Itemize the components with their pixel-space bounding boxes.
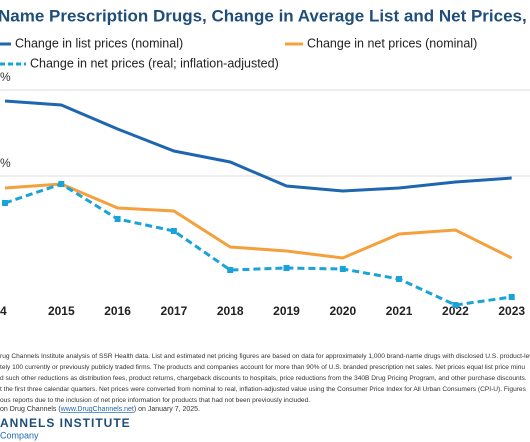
x-tick-label: 2015 xyxy=(48,304,75,318)
series-line xyxy=(4,99,512,193)
footnote-line: ous reports due to the inclusion of net … xyxy=(0,397,310,404)
x-tick-label: 2018 xyxy=(217,304,244,318)
legend-label: Change in net prices (nominal) xyxy=(307,36,477,50)
point-marker xyxy=(283,265,290,271)
footnote-line: tely 100 currently or previously publicl… xyxy=(0,364,525,371)
point-marker xyxy=(170,228,177,234)
x-tick-label: 2019 xyxy=(273,304,300,318)
x-tick-label: 2017 xyxy=(161,304,188,318)
source-prefix: on Drug Channels ( xyxy=(0,406,61,413)
x-tick-label: 2016 xyxy=(104,304,131,318)
legend-label: Change in net prices (real; inflation-ad… xyxy=(30,56,279,70)
source-link[interactable]: www.DrugChannels.net xyxy=(60,406,134,413)
series-line xyxy=(4,182,513,260)
footnote-line: d such other reductions as distribution … xyxy=(0,375,527,382)
point-marker xyxy=(452,302,459,308)
footnote-line: t the first three calendar quarters. Net… xyxy=(0,386,527,393)
point-marker xyxy=(339,266,346,272)
y-tick-label: % xyxy=(0,70,11,84)
x-tick-label: 2023 xyxy=(498,304,525,318)
logo-company: Company xyxy=(0,430,39,440)
point-marker xyxy=(2,200,8,206)
chart-title: Name Prescription Drugs, Change in Avera… xyxy=(0,6,530,25)
logo-name: ANNELS INSTITUTE xyxy=(0,416,131,430)
footnote-line: rug Channels Institute analysis of SSR H… xyxy=(0,353,530,360)
point-marker xyxy=(508,294,515,300)
y-tick-label: % xyxy=(0,156,11,170)
legend-label: Change in list prices (nominal) xyxy=(15,36,183,50)
source-suffix: ) on January 7, 2025. xyxy=(134,406,200,413)
point-marker xyxy=(227,267,234,273)
x-tick-label: 2021 xyxy=(386,304,413,318)
point-marker xyxy=(58,181,65,187)
x-tick-label: 2020 xyxy=(329,304,356,318)
point-marker xyxy=(114,216,121,222)
point-marker xyxy=(396,276,403,282)
x-tick-label: 2022 xyxy=(442,304,469,318)
x-tick-label: 4 xyxy=(0,304,7,318)
source: on Drug Channels (www.DrugChannels.net) … xyxy=(0,406,200,413)
series-line xyxy=(4,182,512,307)
